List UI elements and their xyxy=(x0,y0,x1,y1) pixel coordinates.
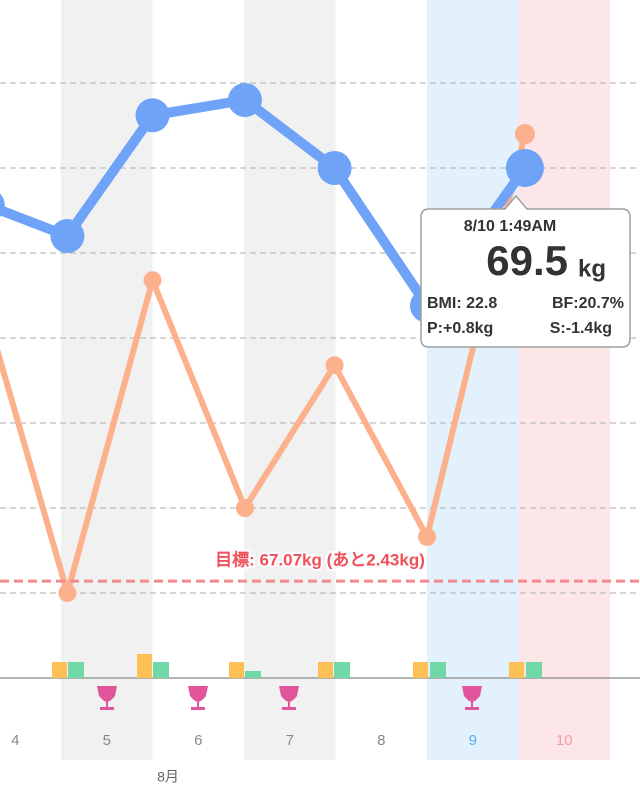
tooltip-unit: kg xyxy=(578,255,606,282)
x-tick-label: 7 xyxy=(286,732,294,749)
series-point xyxy=(505,149,544,187)
icon-bar xyxy=(526,662,542,678)
icon-bar xyxy=(509,662,524,678)
day-band xyxy=(427,0,519,760)
x-axis: 8月 4 5 6 7 8 9 10 xyxy=(11,732,572,785)
tooltip-p: P:+0.8kg xyxy=(427,320,493,337)
series-point xyxy=(514,124,535,144)
series-point xyxy=(227,83,262,117)
icon-bar xyxy=(137,654,152,678)
x-tick-label: 10 xyxy=(556,732,573,749)
icon-bar xyxy=(153,662,169,678)
series-point xyxy=(0,193,5,218)
x-tick-label: 4 xyxy=(11,732,19,749)
icon-bar xyxy=(318,662,333,678)
goal-label: 目標: 67.07kg (あと2.43kg) xyxy=(215,550,425,570)
month-label: 8月 xyxy=(157,769,179,785)
x-tick-label: 9 xyxy=(469,732,477,749)
glass-icon xyxy=(462,686,482,710)
series-point xyxy=(418,527,437,546)
x-tick-label: 8 xyxy=(377,732,385,749)
x-tick-label: 5 xyxy=(103,732,111,749)
series-point xyxy=(235,499,254,517)
activity-bars xyxy=(52,654,542,678)
icon-bar xyxy=(413,662,428,678)
x-tick-label: 6 xyxy=(194,732,202,749)
bands xyxy=(61,0,610,760)
tooltip-bmi: BMI: 22.8 xyxy=(427,295,497,312)
glass-icon xyxy=(279,686,299,710)
drink-icons xyxy=(97,686,482,710)
day-band xyxy=(518,0,610,760)
icon-bar xyxy=(430,662,446,678)
tooltip-weight: 69.5 xyxy=(486,237,568,284)
series-point xyxy=(58,584,77,602)
series-point xyxy=(135,98,170,133)
day-band xyxy=(61,0,153,760)
glass-icon xyxy=(97,686,117,710)
icon-bar xyxy=(68,662,84,678)
tooltip: 8/10 1:49AM 69.5 kg BMI: 22.8 BF:20.7% P… xyxy=(420,194,631,348)
tooltip-box xyxy=(420,194,631,348)
series-point xyxy=(317,151,352,185)
tooltip-bf: BF:20.7% xyxy=(552,295,624,312)
tooltip-s: S:-1.4kg xyxy=(550,320,612,337)
goal: 目標: 67.07kg (あと2.43kg) xyxy=(0,548,640,583)
glass-icon xyxy=(188,686,208,710)
icon-bar xyxy=(245,671,261,678)
icon-bar xyxy=(334,662,350,678)
icon-bar xyxy=(52,662,67,678)
day-band xyxy=(244,0,336,760)
series-point xyxy=(50,219,85,253)
icons xyxy=(0,654,640,710)
icon-bar xyxy=(229,662,244,678)
tooltip-date: 8/10 1:49AM xyxy=(464,218,557,235)
series-point xyxy=(143,271,162,290)
series-point xyxy=(325,356,344,375)
